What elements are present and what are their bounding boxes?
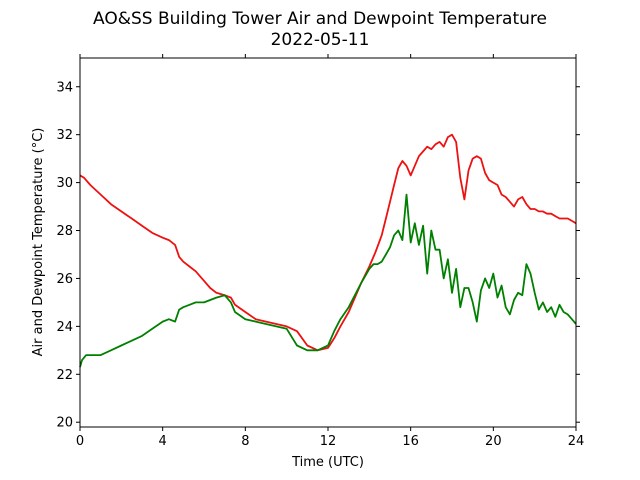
y-tick-label: 32 [56, 128, 73, 143]
y-tick-label: 26 [56, 272, 73, 287]
y-tick-label: 20 [56, 416, 73, 431]
x-tick-label: 4 [159, 434, 167, 449]
y-tick-label: 30 [56, 176, 73, 191]
plot-frame [79, 57, 577, 428]
y-axis-label: Air and Dewpoint Temperature (°C) [31, 128, 46, 357]
air-temperature-line [79, 133, 577, 352]
y-tick-label: 34 [56, 80, 73, 95]
y-tick-label: 24 [56, 320, 73, 335]
x-tick-label: 20 [485, 434, 502, 449]
chart-title: AO&SS Building Tower Air and Dewpoint Te… [93, 9, 547, 29]
x-tick-label: 8 [241, 434, 249, 449]
chart-subtitle: 2022-05-11 [271, 30, 370, 50]
x-tick-label: 0 [76, 434, 84, 449]
dewpoint-temperature-line [79, 193, 577, 368]
ticks-layer: 0 4 8 12 16 20 24 20 22 24 26 28 30 32 34 [56, 54, 584, 449]
y-tick-label: 28 [56, 224, 73, 239]
x-tick-label: 24 [568, 434, 585, 449]
y-tick-label: 22 [56, 368, 73, 383]
x-tick-label: 16 [402, 434, 419, 449]
series-layer [79, 133, 577, 368]
x-tick-label: 12 [320, 434, 337, 449]
x-axis-label: Time (UTC) [291, 455, 364, 470]
